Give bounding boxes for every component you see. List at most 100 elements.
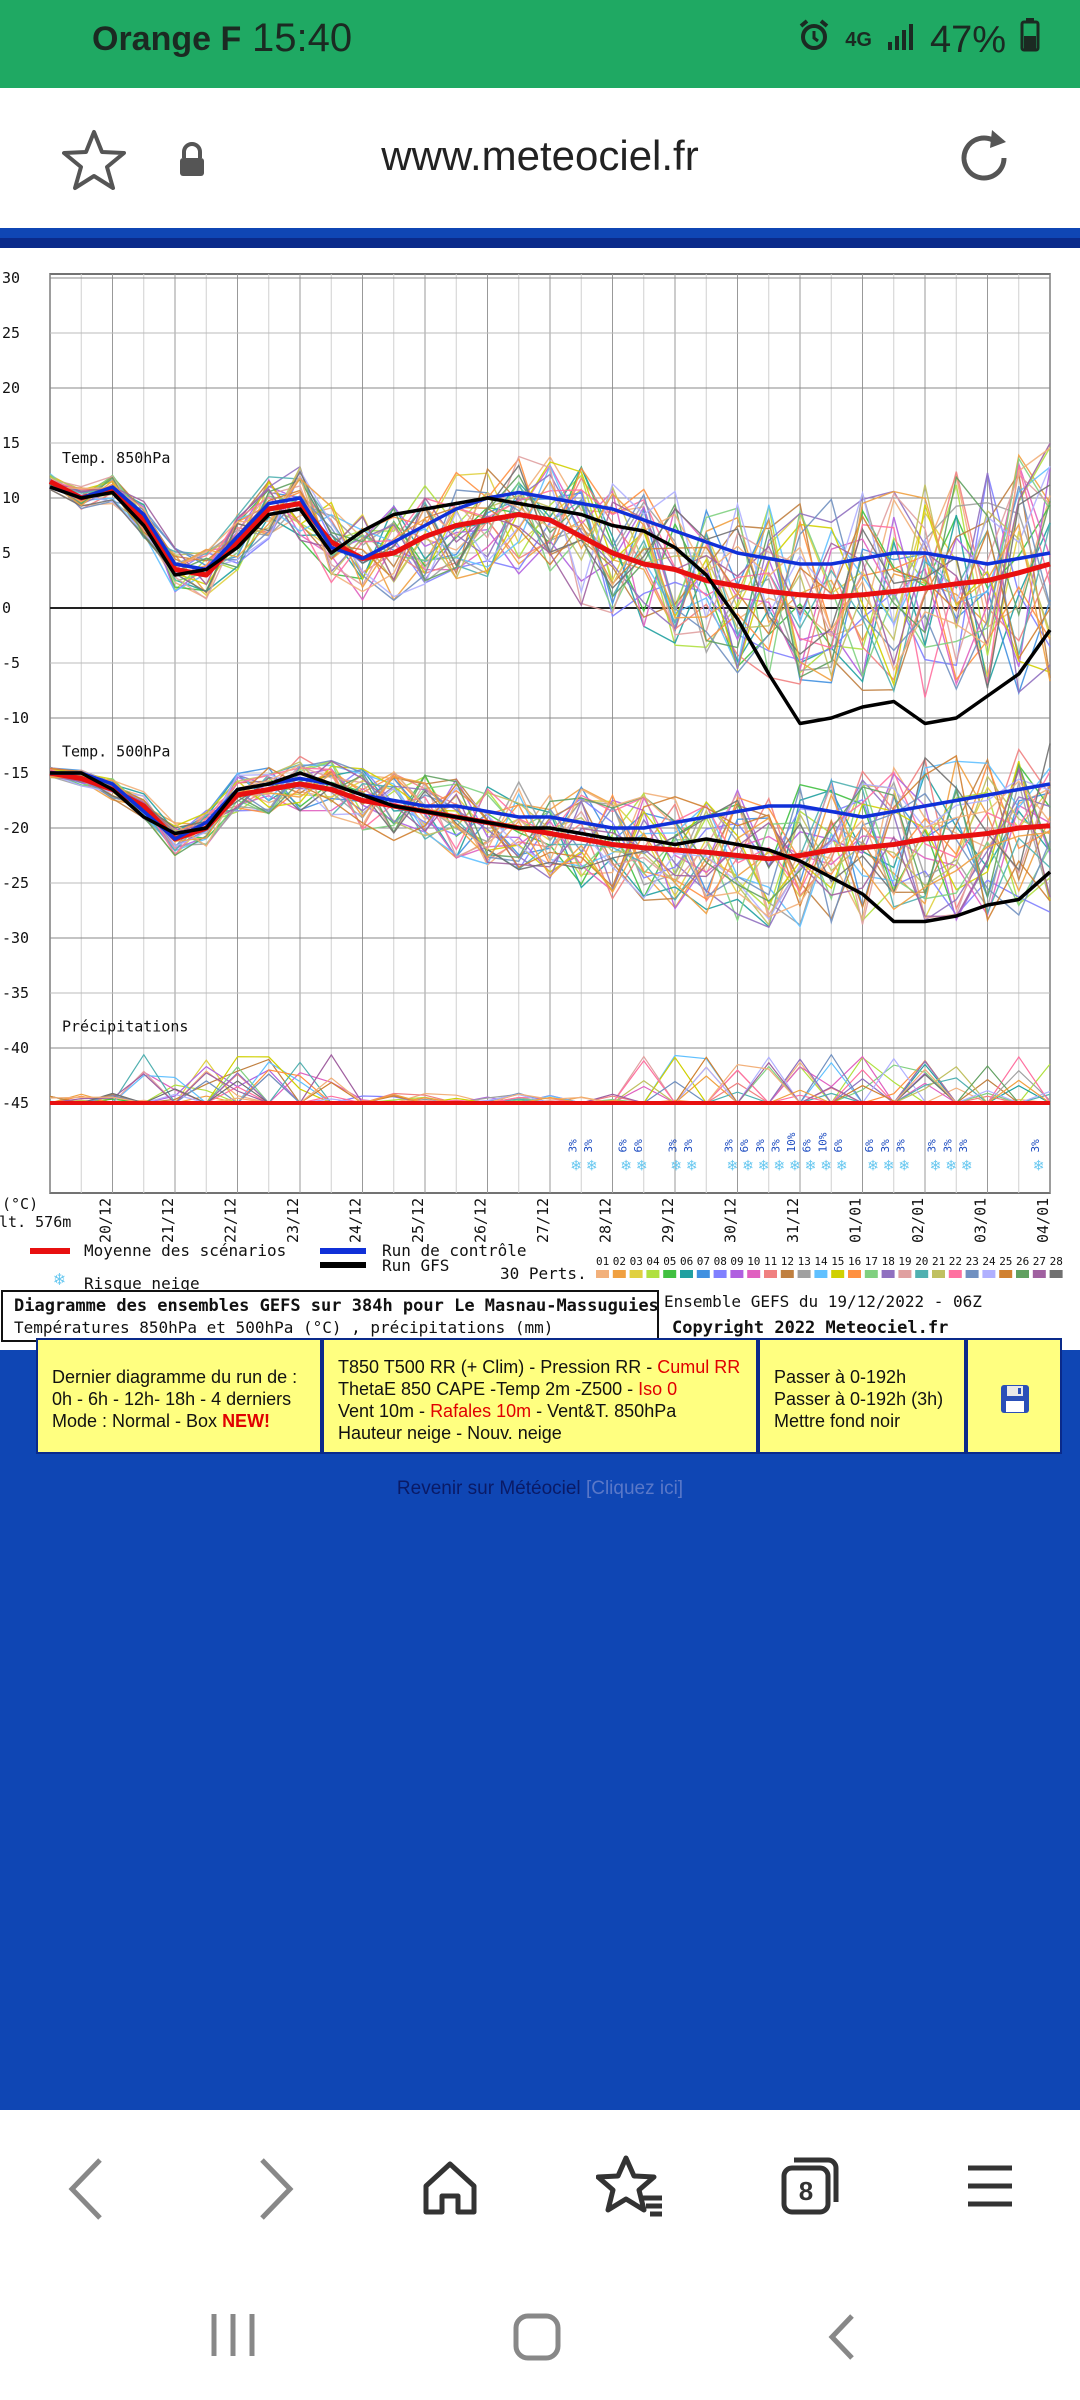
snow-risk-icon: ❄ xyxy=(1034,1156,1044,1175)
x-tick-label: 04/01 xyxy=(1034,1198,1052,1243)
legend-pert-number: 26 xyxy=(1016,1255,1029,1268)
snow-risk-value: 3% xyxy=(926,1139,939,1153)
series-gfs500 xyxy=(50,771,1052,924)
y-tick-label: 5 xyxy=(2,544,11,562)
x-tick-label: 29/12 xyxy=(659,1198,677,1243)
legend-pert-number: 11 xyxy=(764,1255,777,1268)
x-tick-label: 24/12 xyxy=(347,1198,365,1243)
x-tick-label: 30/12 xyxy=(722,1198,740,1243)
y-tick-label: 20 xyxy=(2,379,20,397)
series-ctrl500 xyxy=(50,771,1051,841)
tabs-icon[interactable]: 8 xyxy=(780,2156,840,2221)
legend-pert-number: 22 xyxy=(949,1255,962,1268)
param-line-2[interactable]: ThetaE 850 CAPE -Temp 2m -Z500 - Iso 0 xyxy=(338,1379,678,1399)
mode-line[interactable]: Mode : Normal - Box NEW! xyxy=(52,1410,310,1432)
legend-pert-number: 21 xyxy=(932,1255,945,1268)
x-tick-label: 28/12 xyxy=(597,1198,615,1243)
y-tick-label: -15 xyxy=(2,764,29,782)
panel-label-t500: Temp. 500hPa xyxy=(62,743,170,761)
save-floppy-icon[interactable] xyxy=(1000,1384,1030,1419)
param-line-3[interactable]: Vent 10m - Rafales 10m - Vent&T. 850hPa xyxy=(338,1401,677,1421)
lock-icon[interactable] xyxy=(176,142,208,183)
panel-label-t850: Temp. 850hPa xyxy=(62,449,170,467)
snow-risk-icon: ❄ xyxy=(899,1156,909,1175)
carrier-name: Orange F xyxy=(92,20,242,58)
system-navigation-bar xyxy=(0,2290,1080,2400)
run-selector-box[interactable]: Dernier diagramme du run de : 0h - 6h - … xyxy=(36,1338,322,1454)
x-tick-label: 20/12 xyxy=(97,1198,115,1243)
legend-pert-swatch xyxy=(932,1270,945,1278)
legend-pert-swatch xyxy=(646,1270,660,1278)
x-tick-label: 31/12 xyxy=(784,1198,802,1243)
legend-pert-number: 01 xyxy=(596,1255,609,1268)
legend-pert-swatch xyxy=(612,1270,626,1278)
snow-risk-icon: ❄ xyxy=(687,1156,697,1175)
save-box[interactable] xyxy=(966,1338,1062,1454)
range-options-box[interactable]: Passer à 0-192h Passer à 0-192h (3h) Met… xyxy=(758,1338,966,1454)
altitude-label: Alt. 576m xyxy=(0,1213,71,1231)
legend-pert-swatch xyxy=(696,1270,710,1278)
dark-background-link[interactable]: Mettre fond noir xyxy=(774,1411,901,1431)
x-tick-label: 27/12 xyxy=(534,1198,552,1243)
snow-risk-icon: ❄ xyxy=(837,1156,847,1175)
snow-risk-icon: ❄ xyxy=(621,1156,631,1175)
y-tick-label: -20 xyxy=(2,819,29,837)
network-type: 4G xyxy=(845,28,872,51)
snow-risk-value: 3% xyxy=(1029,1139,1042,1153)
legend-pert-swatch xyxy=(915,1270,929,1278)
y-tick-label: -40 xyxy=(2,1039,29,1057)
legend-pert-swatch xyxy=(814,1270,828,1278)
range-0-192-3h-link[interactable]: Passer à 0-192h (3h) xyxy=(774,1389,944,1409)
legend-pert-number: 17 xyxy=(865,1255,878,1268)
ensemble-member-line xyxy=(49,472,1051,677)
legend-pert-number: 03 xyxy=(630,1255,643,1268)
recent-apps-icon[interactable] xyxy=(210,2310,256,2365)
snow-risk-icon: ❄ xyxy=(759,1156,769,1175)
snow-risk-icon: ❄ xyxy=(946,1156,956,1175)
y-tick-label: 25 xyxy=(2,324,20,342)
back-arrow-icon[interactable] xyxy=(66,2156,106,2227)
y-tick-label: 15 xyxy=(2,434,20,452)
web-content: 30 25 20 15 10 5 0 -5 -10 -15 -20 -25 -30 -35 -40 -45 (°… xyxy=(0,228,1080,2110)
snow-risk-icon: ❄ xyxy=(806,1156,816,1175)
system-back-icon[interactable] xyxy=(826,2312,856,2367)
reload-icon[interactable] xyxy=(952,126,1016,195)
range-0-192-link[interactable]: Passer à 0-192h xyxy=(774,1367,907,1387)
legend-pert-swatch xyxy=(898,1270,912,1278)
legend-pert-number: 13 xyxy=(798,1255,811,1268)
legend-pert-swatch xyxy=(848,1270,861,1278)
mode-label[interactable]: Mode : Normal - Box xyxy=(52,1411,223,1431)
snow-risk-value: 6% xyxy=(863,1139,876,1153)
url-text[interactable]: www.meteociel.fr xyxy=(381,132,699,179)
legend-pert-number: 15 xyxy=(831,1255,844,1268)
bookmark-star-icon[interactable] xyxy=(62,128,126,197)
run-selector-hours[interactable]: 0h - 6h - 12h- 18h - 4 derniers xyxy=(52,1389,292,1409)
home-icon[interactable] xyxy=(420,2158,480,2223)
snow-risk-value: 3% xyxy=(894,1139,907,1153)
menu-icon[interactable] xyxy=(966,2162,1014,2215)
x-tick-label: 03/01 xyxy=(972,1198,990,1243)
snow-risk-icon: ❄ xyxy=(728,1156,738,1175)
bookmarks-icon[interactable] xyxy=(595,2154,666,2225)
legend-pert-swatch xyxy=(948,1270,962,1278)
home-button-icon[interactable] xyxy=(512,2312,562,2367)
param-line-1[interactable]: T850 T500 RR (+ Clim) - Pression RR - Cu… xyxy=(338,1357,741,1377)
legend-pert-number: 27 xyxy=(1033,1255,1046,1268)
param-line-4[interactable]: Hauteur neige - Nouv. neige xyxy=(338,1423,562,1443)
back-to-meteociel-link[interactable]: Revenir sur Météociel [Cliquez ici] xyxy=(396,1478,684,1499)
chart-title: Diagramme des ensembles GEFS sur 384h po… xyxy=(14,1296,659,1316)
legend-pert-swatch xyxy=(982,1270,996,1278)
legend-pert-swatch xyxy=(1049,1270,1063,1278)
snow-risk-icon: ❄ xyxy=(962,1156,972,1175)
legend-pert-swatch xyxy=(764,1270,777,1278)
snow-risk-value: 6% xyxy=(832,1139,845,1153)
snow-risk-value: 3% xyxy=(723,1139,736,1153)
parameter-links-box[interactable]: T850 T500 RR (+ Clim) - Pression RR - Cu… xyxy=(322,1338,758,1454)
legend-mean-label: Moyenne des scénarios xyxy=(84,1241,286,1260)
legend-pert-number: 12 xyxy=(781,1255,794,1268)
legend-pert-number: 24 xyxy=(982,1255,996,1268)
forward-arrow-icon[interactable] xyxy=(256,2156,296,2227)
y-tick-label: 30 xyxy=(2,269,20,287)
legend-pert-swatch xyxy=(1032,1270,1046,1278)
snow-risk-value: 10% xyxy=(816,1132,829,1152)
